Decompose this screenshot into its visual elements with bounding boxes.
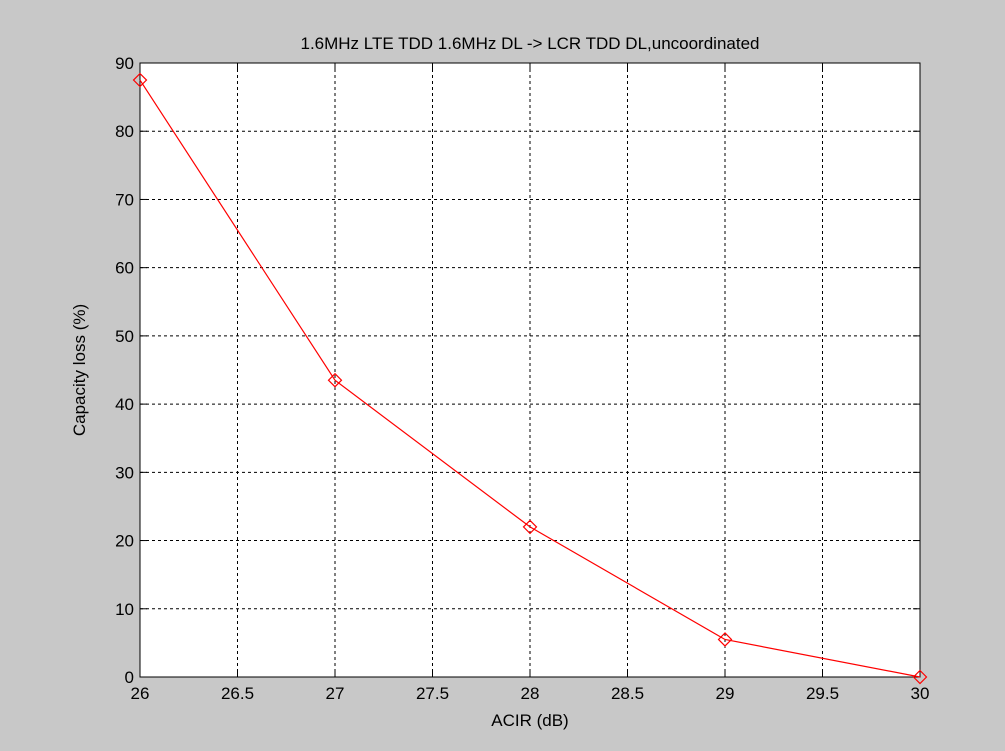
y-tick-labels: 0 10 20 30 40 50 60 70 80 90 <box>115 54 134 687</box>
series-line <box>139 79 921 678</box>
x-axis-label: ACIR (dB) <box>491 711 568 730</box>
x-tick-label: 29 <box>716 684 735 703</box>
grid-lines <box>140 63 920 677</box>
y-tick-label: 10 <box>115 600 134 619</box>
x-tick-label: 27.5 <box>416 684 449 703</box>
x-tick-label: 29.5 <box>806 684 839 703</box>
x-tick-labels: 26 26.5 27 27.5 28 28.5 29 29.5 30 <box>131 684 930 703</box>
x-tick-label: 28 <box>521 684 540 703</box>
data-point-marker <box>717 632 733 647</box>
y-axis-label: Capacity loss (%) <box>70 304 89 436</box>
y-tick-label: 0 <box>125 668 134 687</box>
chart-title: 1.6MHz LTE TDD 1.6MHz DL -> LCR TDD DL,u… <box>300 34 759 53</box>
data-point-marker <box>132 72 148 88</box>
data-point-marker <box>912 669 928 685</box>
data-point-marker <box>327 372 343 388</box>
x-tick-label: 28.5 <box>611 684 644 703</box>
y-tick-label: 40 <box>115 395 134 414</box>
x-tick-label: 27 <box>326 684 345 703</box>
x-tick-label: 26.5 <box>221 684 254 703</box>
y-tick-label: 80 <box>115 122 134 141</box>
y-tick-label: 60 <box>115 259 134 278</box>
x-tick-label: 26 <box>131 684 150 703</box>
series-capacity-loss <box>132 72 928 685</box>
data-point-marker <box>522 519 538 535</box>
y-tick-label: 70 <box>115 190 134 209</box>
y-tick-label: 20 <box>115 532 134 551</box>
y-tick-label: 30 <box>115 463 134 482</box>
y-tick-label: 90 <box>115 54 134 73</box>
x-tick-label: 30 <box>911 684 930 703</box>
y-tick-label: 50 <box>115 327 134 346</box>
